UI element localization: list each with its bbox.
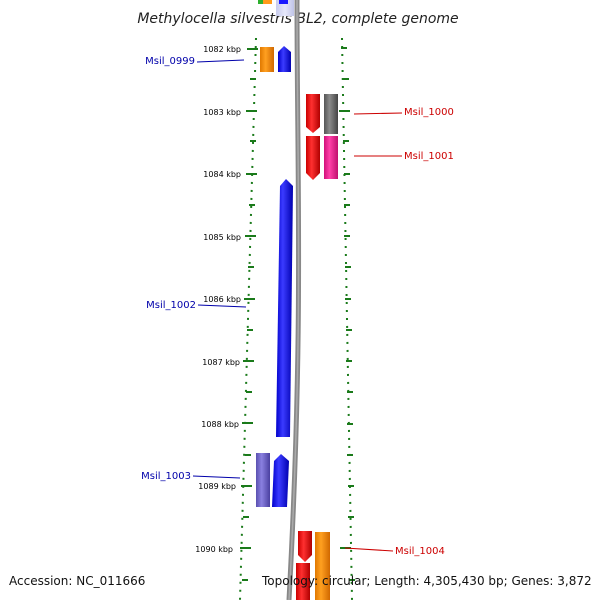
label-leaders xyxy=(192,59,403,552)
gene-label-msil-1003[interactable]: Msil_1003 xyxy=(141,471,191,482)
top-partial-features xyxy=(258,0,294,16)
kbp-label: 1087 kbp xyxy=(202,358,240,367)
kbp-label: 1084 kbp xyxy=(203,170,241,179)
gene-feature-orange[interactable] xyxy=(315,532,330,600)
kbp-label: 1089 kbp xyxy=(198,482,236,491)
gene-labels: Msil_0999 Msil_1000 Msil_1001 Msil_1002 … xyxy=(141,56,454,557)
kbp-label: 1083 kbp xyxy=(203,108,241,117)
gene-msil-0999[interactable] xyxy=(260,47,274,72)
gene-label-msil-1001[interactable]: Msil_1001 xyxy=(404,151,454,162)
kbp-label: 1085 kbp xyxy=(203,233,241,242)
accession-text: Accession: NC_011666 xyxy=(9,574,146,588)
gene-msil-1004[interactable] xyxy=(298,531,312,562)
gene-feature-red[interactable] xyxy=(306,136,320,180)
kbp-labels: 1082 kbp 1083 kbp 1084 kbp 1085 kbp 1086… xyxy=(195,45,241,554)
gene-msil-1003[interactable] xyxy=(256,453,270,507)
forward-genes xyxy=(256,46,293,507)
kbp-label: 1086 kbp xyxy=(203,295,241,304)
kbp-label: 1088 kbp xyxy=(201,420,239,429)
topology-text: Topology: circular; Length: 4,305,430 bp… xyxy=(262,574,592,588)
gene-label-msil-1000[interactable]: Msil_1000 xyxy=(404,107,454,118)
gene-msil-1002[interactable] xyxy=(276,179,293,437)
gene-feature-red-2[interactable] xyxy=(296,563,310,600)
gene-msil-1000[interactable] xyxy=(306,94,320,133)
gene-label-msil-1002[interactable]: Msil_1002 xyxy=(146,300,196,311)
gene-label-msil-1004[interactable]: Msil_1004 xyxy=(395,546,445,557)
kbp-label: 1082 kbp xyxy=(203,45,241,54)
gene-feature-blue-2[interactable] xyxy=(272,454,289,507)
gene-feature-gray[interactable] xyxy=(324,94,338,134)
minor-ticks xyxy=(242,47,355,581)
kbp-label: 1090 kbp xyxy=(195,545,233,554)
gene-msil-1001[interactable] xyxy=(324,136,338,179)
gene-feature-blue[interactable] xyxy=(278,46,291,72)
gene-label-msil-0999[interactable]: Msil_0999 xyxy=(145,56,195,67)
track-dotted-lines xyxy=(239,37,353,600)
reverse-genes xyxy=(296,94,338,600)
